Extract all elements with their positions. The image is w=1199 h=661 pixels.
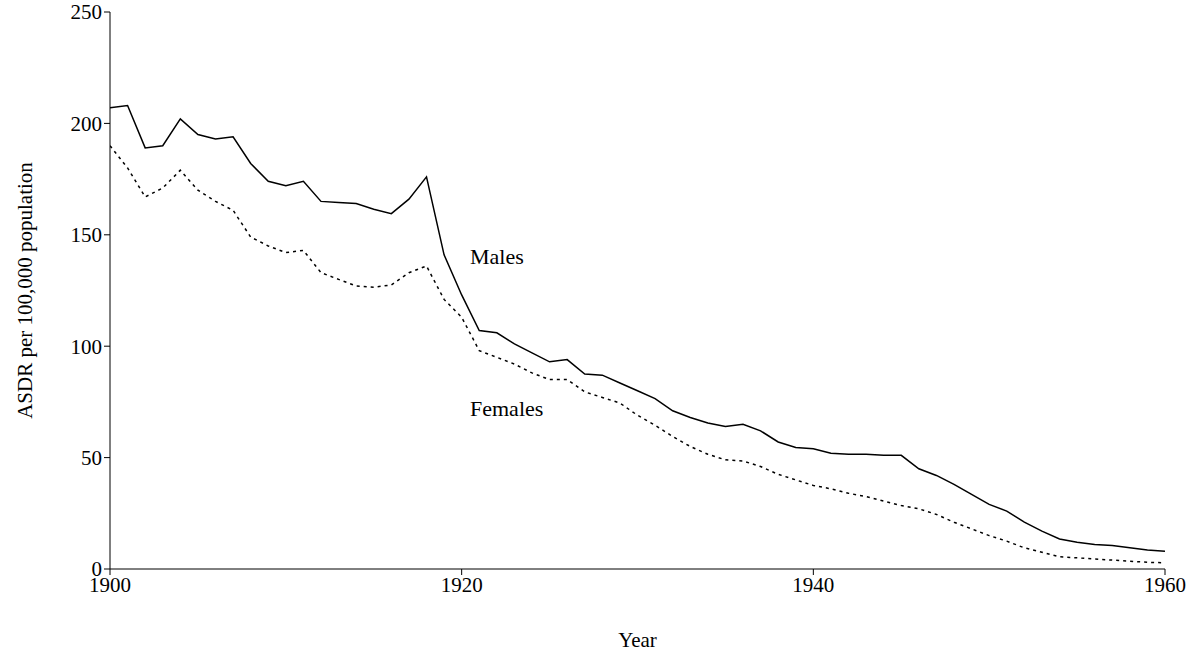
svg-text:100: 100: [71, 335, 103, 359]
html-text:Males: Males: [470, 244, 524, 269]
svg-text:1900: 1900: [89, 572, 131, 597]
svg-text:200: 200: [71, 112, 103, 136]
svg-text:ASDR per 100,000 population: ASDR per 100,000 population: [13, 162, 37, 419]
svg-text:0: 0: [92, 557, 103, 581]
html-text:Females: Females: [470, 396, 544, 421]
svg-text:1920: 1920: [441, 573, 483, 597]
svg-text:250: 250: [71, 0, 103, 24]
svg-text:1940: 1940: [792, 573, 834, 597]
svg-text:1960: 1960: [1144, 573, 1186, 597]
svg-text:Year: Year: [618, 628, 657, 652]
svg-text:150: 150: [71, 223, 103, 247]
svg-text:50: 50: [81, 446, 102, 470]
